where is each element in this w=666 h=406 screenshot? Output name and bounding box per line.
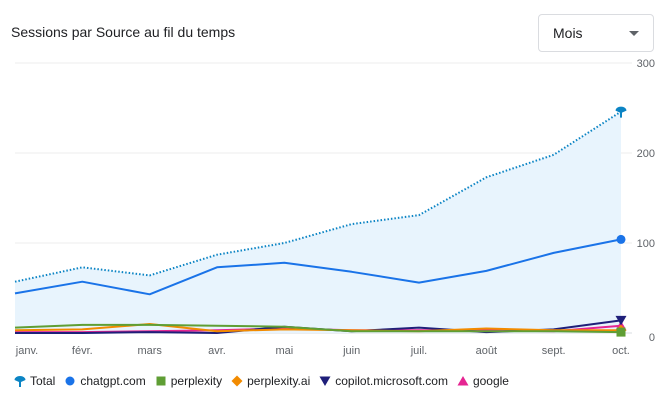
legend-label: google [472, 374, 509, 388]
y-tick-label: 300 [637, 58, 655, 70]
legend-item[interactable]: google [457, 374, 509, 388]
x-tick-label: juil. [410, 345, 428, 357]
x-tick-label: avr. [208, 345, 226, 357]
series-line-total [14, 110, 622, 283]
legend-item[interactable]: perplexity.ai [231, 374, 310, 388]
legend-marker [65, 376, 75, 386]
x-tick-label: mai [275, 345, 293, 357]
period-select-value: Mois [553, 25, 583, 41]
line-chart: 0 100 200 300 janv. févr. mars avr. mai juin juil.… [14, 58, 655, 357]
x-tick-label: sept. [542, 345, 566, 357]
legend-label: copilot.microsoft.com [335, 374, 448, 388]
chart-title: Sessions par Source au fil du temps [11, 24, 236, 40]
x-tick-label: août [476, 345, 497, 357]
diamond-icon [231, 375, 243, 387]
x-tick-label: juin [342, 345, 360, 357]
chart-legend: Total chatgpt.com perplexity perplexity.ai c… [14, 374, 509, 388]
square-icon [156, 376, 166, 386]
series-end-marker [615, 106, 627, 118]
legend-item[interactable]: perplexity [155, 374, 222, 388]
series-end-marker [615, 315, 627, 326]
y-tick-label: 200 [637, 148, 655, 160]
series-end-marker [616, 327, 626, 337]
series-end-marker [616, 234, 626, 244]
series-line-perplexity [14, 323, 622, 334]
legend-label: perplexity.ai [247, 374, 311, 388]
legend-label: perplexity [170, 374, 223, 388]
triangle-down-icon [319, 376, 331, 386]
y-tick-label: 0 [649, 332, 655, 344]
legend-label: Total [30, 374, 56, 388]
legend-item[interactable]: Total [14, 374, 55, 388]
circle-icon [65, 376, 75, 386]
x-tick-label: oct. [612, 345, 630, 357]
period-select[interactable]: Mois [538, 14, 654, 52]
legend-marker [156, 376, 166, 386]
triangle-up-icon [457, 376, 469, 386]
x-tick-label: févr. [72, 345, 93, 357]
total-area [15, 111, 621, 333]
series-line-chatgpt-com [14, 238, 622, 296]
x-tick-label: janv. [15, 345, 38, 357]
legend-marker [231, 375, 243, 387]
legend-item[interactable]: chatgpt.com [64, 374, 146, 388]
y-tick-label: 100 [637, 238, 655, 250]
legend-item[interactable]: copilot.microsoft.com [319, 374, 448, 388]
legend-marker [457, 376, 469, 386]
legend-label: chatgpt.com [80, 374, 146, 388]
legend-marker [14, 376, 26, 387]
pin-icon [14, 376, 26, 387]
chevron-down-icon [629, 31, 639, 36]
legend-marker [319, 376, 331, 386]
x-tick-label: mars [137, 345, 162, 357]
